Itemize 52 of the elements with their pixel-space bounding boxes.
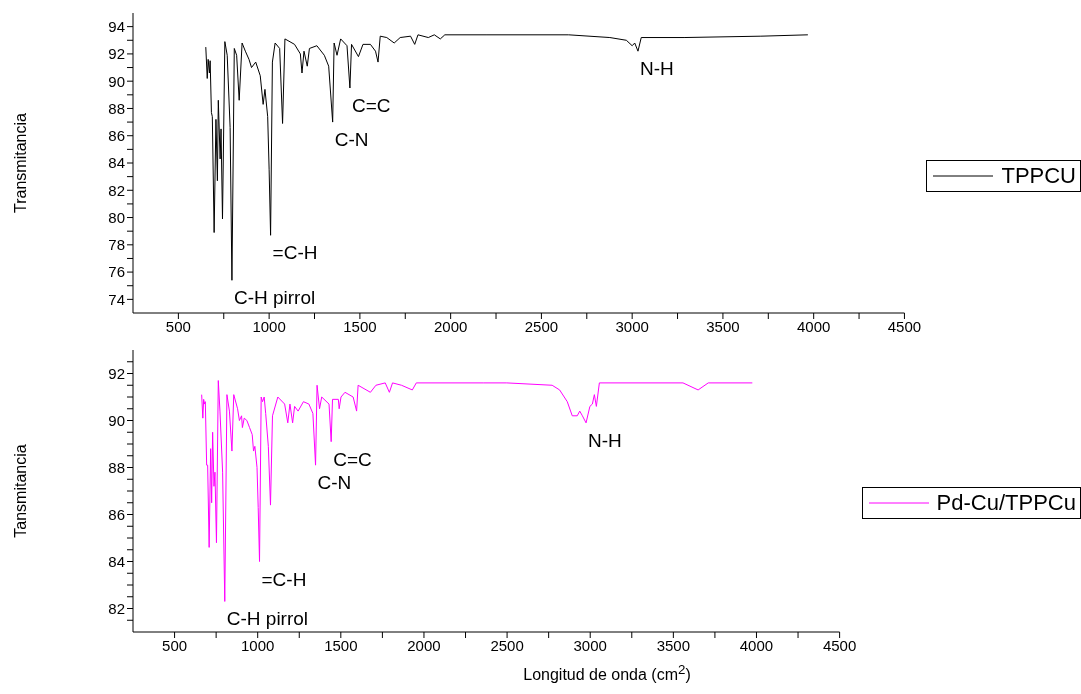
line-series bbox=[201, 380, 753, 602]
y-tick-label: 92 bbox=[108, 45, 125, 63]
y-axis-title: Transmitancia bbox=[11, 112, 29, 213]
legend-label: TPPCU bbox=[1001, 162, 1076, 189]
x-axis-title: Longitud de onda (cm$^{2}$) bbox=[522, 662, 692, 686]
y-tick-label: 74 bbox=[108, 290, 125, 308]
x-tick-label: 1500 bbox=[343, 317, 377, 335]
x-tick-label: 2500 bbox=[524, 317, 559, 335]
annotation: C-N bbox=[317, 472, 352, 494]
y-tick-label: 84 bbox=[108, 154, 125, 172]
x-tick-label: 1000 bbox=[252, 317, 286, 335]
x-tick-label: 4500 bbox=[887, 317, 922, 335]
y-tick-label: 78 bbox=[108, 236, 125, 254]
x-tick-label: 3000 bbox=[615, 317, 649, 335]
y-tick-label: 80 bbox=[108, 208, 125, 226]
x-tick-label: 500 bbox=[165, 317, 191, 335]
annotation: C=C bbox=[351, 95, 391, 116]
x-tick-label: 2000 bbox=[433, 317, 468, 335]
y-tick-label: 86 bbox=[108, 127, 125, 145]
legend-label: Pd-Cu/TPPCu bbox=[936, 489, 1076, 516]
line-series bbox=[205, 34, 809, 281]
x-tick-label: 4000 bbox=[739, 636, 774, 654]
x-tick-label: 2500 bbox=[490, 636, 524, 654]
x-tick-label: 1500 bbox=[324, 636, 358, 654]
annotation: C-N bbox=[334, 129, 369, 151]
annotation: N-H bbox=[639, 58, 674, 80]
y-tick-label: 82 bbox=[108, 599, 125, 617]
annotation: =C-H bbox=[272, 242, 318, 264]
x-tick-label: 1000 bbox=[241, 636, 275, 654]
y-tick-label: 90 bbox=[108, 72, 125, 90]
annotation: C-H pirrol bbox=[233, 287, 316, 309]
x-tick-label: 2000 bbox=[407, 636, 441, 654]
y-tick-label: 86 bbox=[108, 505, 125, 523]
y-tick-label: 88 bbox=[108, 99, 125, 117]
x-tick-label: 500 bbox=[162, 636, 188, 654]
x-tick-label: 3500 bbox=[656, 636, 691, 654]
y-tick-label: 82 bbox=[108, 181, 125, 199]
annotation: C-H pirrol bbox=[226, 608, 309, 630]
x-tick-label: 3000 bbox=[573, 636, 607, 654]
x-tick-label: 4500 bbox=[822, 636, 857, 654]
annotation: =C-H bbox=[261, 568, 307, 590]
y-tick-label: 76 bbox=[108, 263, 125, 281]
x-tick-label: 3500 bbox=[706, 317, 740, 335]
y-tick-label: 94 bbox=[108, 17, 125, 35]
annotation: C=C bbox=[333, 448, 372, 470]
y-axis-title: Tansmitancia bbox=[11, 444, 29, 538]
y-tick-label: 90 bbox=[108, 411, 125, 429]
x-tick-label: 4000 bbox=[796, 317, 831, 335]
y-tick-label: 88 bbox=[108, 458, 125, 476]
y-tick-label: 84 bbox=[108, 552, 125, 570]
y-tick-label: 92 bbox=[108, 364, 125, 382]
annotation: N-H bbox=[588, 429, 622, 451]
